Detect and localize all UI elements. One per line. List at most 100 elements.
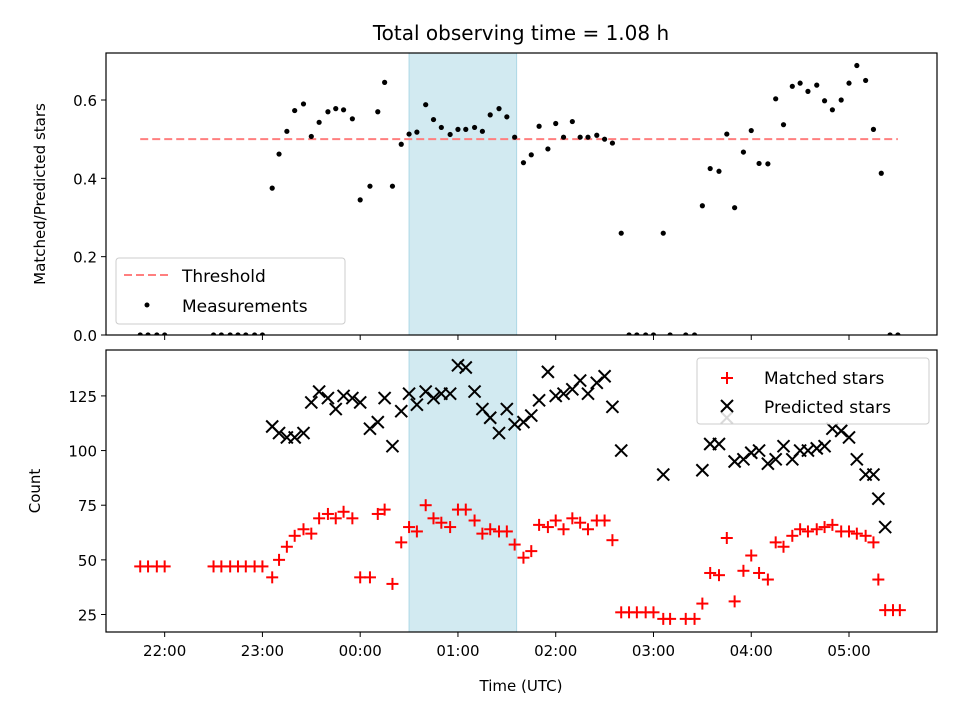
top-point (536, 123, 542, 129)
matched-point (435, 516, 448, 529)
top-point (389, 183, 396, 189)
legend-measurements-swatch (144, 302, 150, 308)
top-point (340, 107, 347, 113)
top-point (870, 126, 877, 132)
bottom-ytick-label: 75 (78, 497, 97, 515)
bottom-ytick-label: 25 (78, 607, 97, 625)
top-point (235, 332, 241, 335)
matched-point (427, 512, 440, 525)
matched-point (256, 560, 269, 573)
top-point (496, 106, 502, 112)
top-point (284, 128, 290, 134)
top-point (602, 136, 608, 142)
matched-point (288, 529, 301, 542)
bottom-xtick-label: 02:00 (534, 642, 577, 660)
top-point (765, 161, 771, 167)
predicted-point (312, 384, 326, 399)
bottom-panel-ylabel: Count (26, 469, 44, 514)
top-point (487, 112, 493, 118)
top-data-points (137, 62, 901, 335)
predicted-point (272, 426, 286, 440)
predicted-point (597, 369, 612, 383)
predicted-point (524, 408, 538, 423)
top-panel: Total observing time = 1.08 h Matched/Pr… (31, 21, 938, 345)
predicted-point (810, 441, 824, 456)
top-point (357, 197, 363, 203)
matched-point (720, 532, 733, 544)
top-point (846, 80, 852, 86)
top-point (252, 332, 258, 335)
predicted-point (287, 430, 302, 445)
top-point (504, 114, 510, 120)
top-point (805, 88, 811, 94)
legend-threshold-label: Threshold (181, 267, 266, 287)
legend-predicted-swatch (720, 399, 734, 413)
top-point (269, 185, 275, 191)
top-point (423, 102, 429, 108)
matched-point (826, 518, 839, 531)
matched-point (459, 503, 472, 516)
top-point (276, 151, 282, 157)
top-point (137, 332, 143, 335)
top-ytick-label: 0.2 (73, 249, 97, 267)
matched-point (761, 573, 774, 586)
top-point (609, 140, 616, 146)
matched-point (728, 595, 741, 608)
top-point (471, 124, 478, 131)
bottom-xtick-label: 01:00 (436, 642, 479, 660)
top-point (455, 126, 461, 132)
top-panel-legend: Threshold Measurements (115, 257, 346, 325)
top-point (863, 77, 869, 84)
matched-point (273, 553, 286, 566)
top-point (756, 160, 762, 167)
bottom-ytick-label: 125 (68, 388, 97, 406)
predicted-point (801, 443, 815, 458)
matched-point (329, 512, 342, 525)
top-point (528, 152, 534, 158)
predicted-point (321, 391, 335, 405)
matched-point (444, 521, 457, 534)
bottom-panel-legend: Matched stars Predicted stars (696, 357, 930, 425)
predicted-point (581, 387, 595, 401)
predicted-point (614, 443, 628, 458)
bottom-panel-plot-area: 25 50 75 100 125 22:00 23:00 00:00 01:00 02:00 03:… (68, 349, 938, 660)
top-point (585, 134, 591, 140)
top-axes-frame (105, 52, 938, 336)
predicted-point (377, 391, 392, 405)
predicted-point (443, 387, 457, 401)
matched-point (688, 612, 701, 625)
top-point (707, 165, 713, 172)
predicted-point (394, 404, 408, 418)
matched-point (566, 512, 579, 525)
matched-point (801, 525, 814, 538)
top-point (594, 132, 600, 138)
predicted-point (426, 391, 441, 405)
predicted-point (304, 395, 319, 410)
top-point (748, 127, 754, 134)
top-point (325, 109, 331, 115)
matched-point (893, 604, 906, 617)
matched-point (850, 527, 863, 540)
predicted-point (744, 446, 758, 460)
matched-point (541, 521, 554, 534)
matched-point (419, 499, 432, 512)
matched-point (712, 569, 725, 582)
matched-point (745, 549, 758, 562)
top-point (308, 133, 314, 140)
top-point (430, 116, 437, 123)
top-point (463, 126, 469, 132)
bottom-xtick-label: 05:00 (827, 642, 870, 660)
top-point (724, 131, 730, 137)
matched-point (266, 571, 279, 584)
top-point (162, 332, 168, 335)
predicted-point (842, 430, 856, 445)
predicted-point (336, 389, 351, 403)
top-point (789, 83, 795, 89)
top-point (259, 332, 266, 335)
top-point (660, 230, 666, 236)
matched-point (843, 525, 856, 538)
top-point (145, 332, 151, 335)
top-panel-ylabel: Matched/Predicted stars (31, 103, 49, 285)
top-point (569, 118, 575, 125)
